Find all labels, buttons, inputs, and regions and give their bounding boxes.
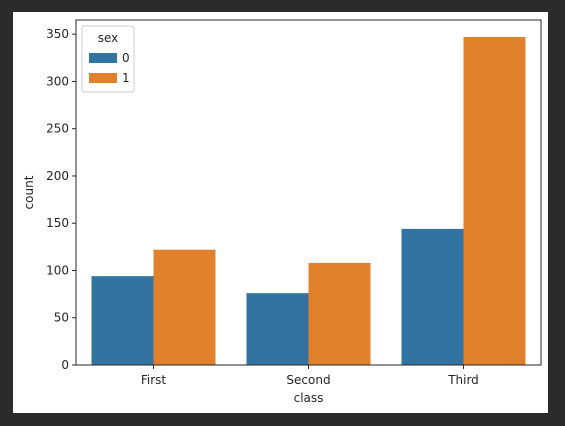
x-tick-label-first: First <box>141 373 167 387</box>
legend-swatch-1 <box>89 73 117 83</box>
x-tick-label-third: Third <box>447 373 479 387</box>
bars-layer <box>91 37 526 365</box>
bar-second-sex-0 <box>246 293 309 365</box>
y-tick-label-6: 300 <box>46 74 69 88</box>
y-axis-label: count <box>22 175 36 209</box>
bar-third-sex-0 <box>401 228 464 365</box>
legend-title: sex <box>98 31 119 45</box>
legend: sex 0 1 <box>81 25 135 93</box>
bar-chart: 0 50 100 150 200 250 300 350 First Second Third c… <box>22 19 542 405</box>
bar-second-sex-1 <box>308 262 371 365</box>
legend-label-1: 1 <box>122 71 130 85</box>
x-axis-ticks: First Second Third <box>141 365 479 387</box>
y-tick-label-2: 100 <box>46 263 69 277</box>
y-tick-label-5: 250 <box>46 122 69 136</box>
bar-first-sex-1 <box>153 249 216 365</box>
y-tick-label-1: 50 <box>54 311 69 325</box>
x-tick-label-second: Second <box>286 373 330 387</box>
legend-label-0: 0 <box>122 51 130 65</box>
legend-swatch-0 <box>89 53 117 63</box>
bar-third-sex-1 <box>463 37 526 365</box>
y-tick-label-0: 0 <box>61 358 69 372</box>
bar-first-sex-0 <box>91 276 154 365</box>
y-tick-label-3: 150 <box>46 216 69 230</box>
figure: 0 50 100 150 200 250 300 350 First Second Third c… <box>13 12 548 413</box>
axes-frame <box>75 19 542 366</box>
y-tick-label-7: 350 <box>46 27 69 41</box>
y-axis-ticks: 0 50 100 150 200 250 300 350 <box>46 27 76 372</box>
y-tick-label-4: 200 <box>46 169 69 183</box>
x-axis-label: class <box>294 391 324 405</box>
